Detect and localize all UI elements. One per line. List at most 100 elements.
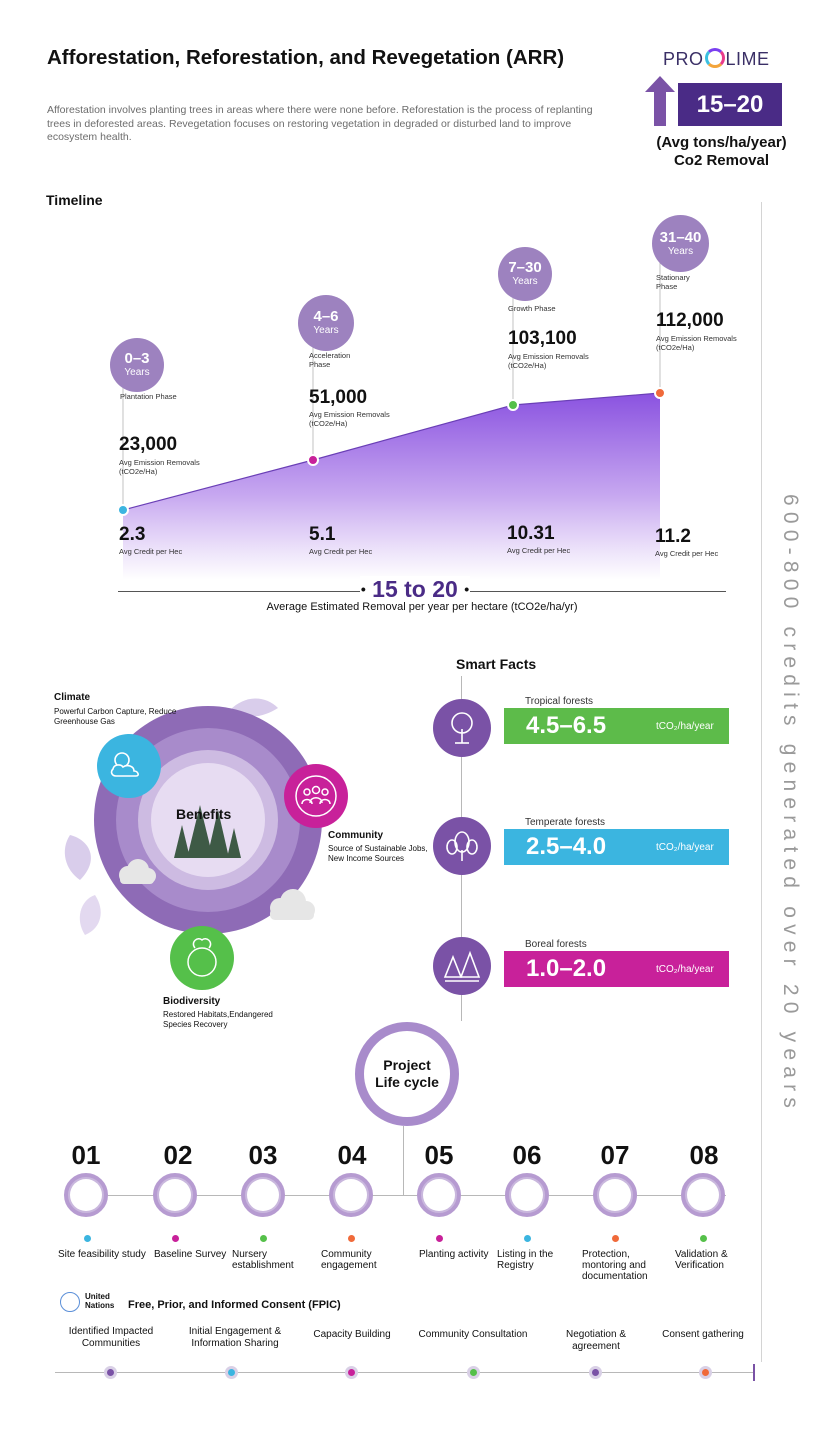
- step-number: 03: [248, 1140, 278, 1170]
- fpic-line-end: [753, 1364, 755, 1381]
- step-label: Validation & Verification: [675, 1249, 728, 1271]
- phase-name-3: Growth Phase: [508, 304, 556, 313]
- benefit-title: Community: [328, 830, 383, 841]
- benefit-text: Source of Sustainable Jobs, New Income S…: [328, 844, 428, 863]
- phase-credit-caption-2: Avg Credit per Hec: [309, 547, 373, 556]
- step-number: 07: [600, 1140, 630, 1170]
- fact-name-temperate: Temperate forests: [525, 817, 606, 828]
- step-number: 04: [337, 1140, 367, 1170]
- timeline-point-2: [307, 454, 319, 466]
- phase-name-4: Stationary Phase: [656, 273, 690, 291]
- benefit-title: Climate: [54, 692, 91, 703]
- phase-bubble-4: 31–40 Years: [652, 215, 709, 272]
- fpic-step-label: Initial Engagement & Information Sharing: [188, 1326, 282, 1349]
- phase-name-2: Acceleration Phase: [309, 351, 351, 369]
- fact-unit: tCO₂/ha/year: [656, 963, 714, 975]
- step-number: 06: [512, 1140, 542, 1170]
- check-badge-icon: [681, 1173, 725, 1217]
- phase-credit-caption-1: Avg Credit per Hec: [119, 547, 183, 556]
- timeline-heading: Timeline: [46, 192, 103, 208]
- timeline-area: [123, 393, 660, 580]
- step-label: Nursery establishment: [232, 1249, 294, 1271]
- fpic-line: [55, 1372, 753, 1373]
- temperate-tree-icon: [433, 817, 491, 875]
- step-number: 02: [163, 1140, 193, 1170]
- step-dot: [260, 1235, 267, 1242]
- step-number: 08: [689, 1140, 719, 1170]
- step-label: Listing in the Registry: [497, 1249, 554, 1271]
- phase-years: 7–30: [508, 259, 542, 276]
- removal-badge: 15–20: [678, 83, 782, 126]
- phase-credit-4: 11.2: [655, 526, 691, 547]
- benefit-climate: Climate Powerful Carbon Capture, Reduce …: [54, 692, 184, 727]
- removal-caption: Average Estimated Removal per year per h…: [266, 601, 578, 613]
- step-label: Planting activity: [419, 1249, 489, 1260]
- cloud-icon: [119, 859, 156, 884]
- smart-facts-heading: Smart Facts: [456, 656, 537, 672]
- vertical-divider: [761, 202, 762, 1362]
- fact-unit: tCO₂/ha/year: [656, 720, 714, 732]
- eye-gear-icon: [593, 1173, 637, 1217]
- step-dot: [436, 1235, 443, 1242]
- timeline-line: [122, 392, 661, 511]
- phase-value-caption-2: Avg Emission Removals (tCO2e/Ha): [309, 410, 390, 428]
- badge-caption-line-2: Co2 Removal: [673, 152, 770, 169]
- removal-range: • 15 to 20 •: [360, 576, 470, 603]
- seedling-icon: [417, 1173, 461, 1217]
- step-dot: [612, 1235, 619, 1242]
- phase-years-word: Years: [313, 325, 339, 336]
- bullet-right-icon: •: [464, 581, 470, 597]
- step-dot: [700, 1235, 707, 1242]
- un-emblem-icon: [60, 1292, 80, 1312]
- phase-years: 0–3: [124, 350, 150, 367]
- fpic-step-label: Community Consultation: [418, 1329, 528, 1340]
- step-number: 01: [71, 1140, 101, 1170]
- magnifier-chart-icon: [64, 1173, 108, 1217]
- brand-ring-icon: [704, 48, 725, 68]
- fact-value: 1.0–2.0: [526, 955, 607, 982]
- page-title: Afforestation, Reforestation, and Revege…: [47, 46, 565, 69]
- lifecycle-line: [66, 1195, 726, 1196]
- timeline-area-chart: [117, 262, 666, 580]
- phase-value-1: 23,000: [119, 434, 178, 455]
- phase-years: 31–40: [659, 229, 702, 246]
- fpic-step-label: Negotiation & agreement: [565, 1329, 627, 1352]
- phase-years: 4–6: [313, 308, 339, 325]
- fact-name-tropical: Tropical forests: [525, 696, 593, 707]
- sun-cloud-icon: [110, 752, 139, 777]
- step-dot: [524, 1235, 531, 1242]
- step-label: Community engagement: [321, 1249, 377, 1271]
- step-dot: [348, 1235, 355, 1242]
- step-dot: [84, 1235, 91, 1242]
- people-icon: [295, 775, 337, 817]
- greenhouse-icon: [241, 1173, 285, 1217]
- benefits-diagram: [64, 698, 348, 990]
- pine-trees-icon: [174, 805, 241, 858]
- fpic-step-label: Identified Impacted Communities: [68, 1326, 154, 1349]
- phase-value-caption-3: Avg Emission Removals (tCO2e/Ha): [508, 352, 589, 370]
- benefit-title: Biodiversity: [163, 996, 221, 1007]
- phase-credit-1: 2.3: [119, 524, 146, 545]
- phase-years-word: Years: [667, 246, 694, 257]
- phase-years-word: Years: [512, 276, 538, 287]
- lifecycle-connector: [403, 1126, 404, 1196]
- phase-value-4: 112,000: [656, 310, 724, 331]
- fpic-dot: [699, 1366, 712, 1379]
- benefit-community: Community Source of Sustainable Jobs, Ne…: [328, 830, 428, 864]
- fpic-dot: [104, 1366, 117, 1379]
- removal-badge-caption: (Avg tons/ha/year) Co2 Removal: [634, 134, 809, 170]
- phase-value-2: 51,000: [309, 387, 368, 408]
- brand-text-post: LIME: [725, 49, 770, 69]
- fact-card-tropical: 4.5–6.5 tCO₂/ha/year: [504, 708, 729, 744]
- bullet-left-icon: •: [360, 581, 366, 597]
- fpic-step-label: Consent gathering: [662, 1329, 744, 1340]
- fact-value: 4.5–6.5: [526, 712, 607, 739]
- benefit-biodiversity: Biodiversity Restored Habitats,Endangere…: [163, 996, 303, 1030]
- step-dot: [172, 1235, 179, 1242]
- cloud-icon: [270, 889, 315, 920]
- phase-bubble-3: 7–30 Years: [498, 247, 552, 301]
- removal-range-value: 15 to 20: [372, 576, 458, 602]
- step-label: Protection, montoring and documentation: [582, 1249, 648, 1282]
- timeline-point-4: [654, 387, 666, 399]
- fpic-dot: [589, 1366, 602, 1379]
